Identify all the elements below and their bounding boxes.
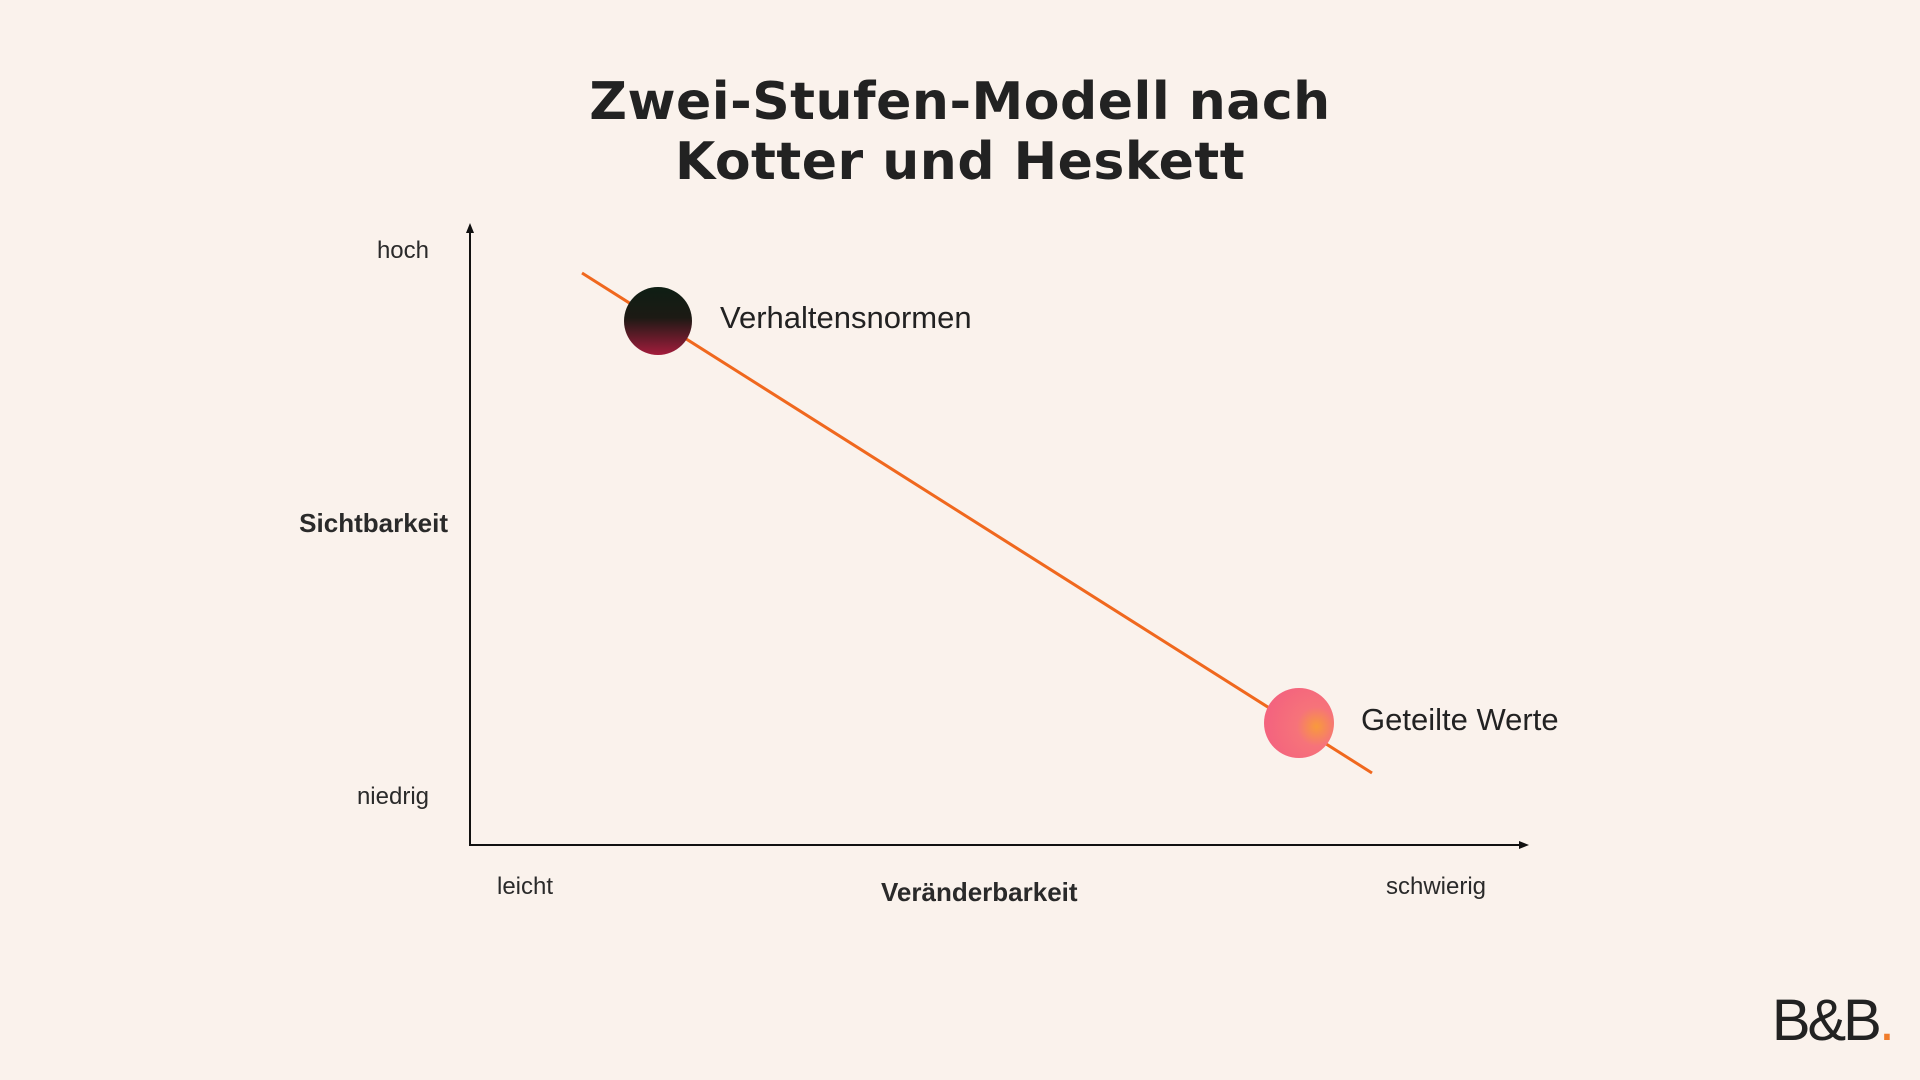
x-axis-low-label: leicht	[497, 873, 554, 900]
logo-text: B&B	[1771, 988, 1882, 1053]
y-axis-title: Sichtbarkeit	[299, 508, 448, 538]
point-verhaltensnormen	[624, 287, 692, 355]
title-line-2: Kotter und Heskett	[674, 132, 1246, 192]
y-axis-low-label: niedrig	[356, 783, 429, 810]
point-geteilte-werte	[1264, 688, 1334, 758]
brand-logo: B&B.	[1771, 987, 1895, 1054]
y-axis-high-label: hoch	[376, 237, 429, 264]
trend-line	[581, 271, 1373, 775]
logo-dot: .	[1878, 988, 1895, 1053]
x-axis-high-label: schwierig	[1386, 873, 1487, 900]
page-title: Zwei-Stufen-Modell nach Kotter und Heske…	[0, 72, 1920, 192]
point-label-verhaltensnormen: Verhaltensnormen	[720, 300, 972, 335]
point-label-geteilte-werte: Geteilte Werte	[1361, 702, 1559, 737]
x-axis-title: Veränderbarkeit	[881, 877, 1078, 907]
title-line-1: Zwei-Stufen-Modell nach	[589, 72, 1331, 132]
